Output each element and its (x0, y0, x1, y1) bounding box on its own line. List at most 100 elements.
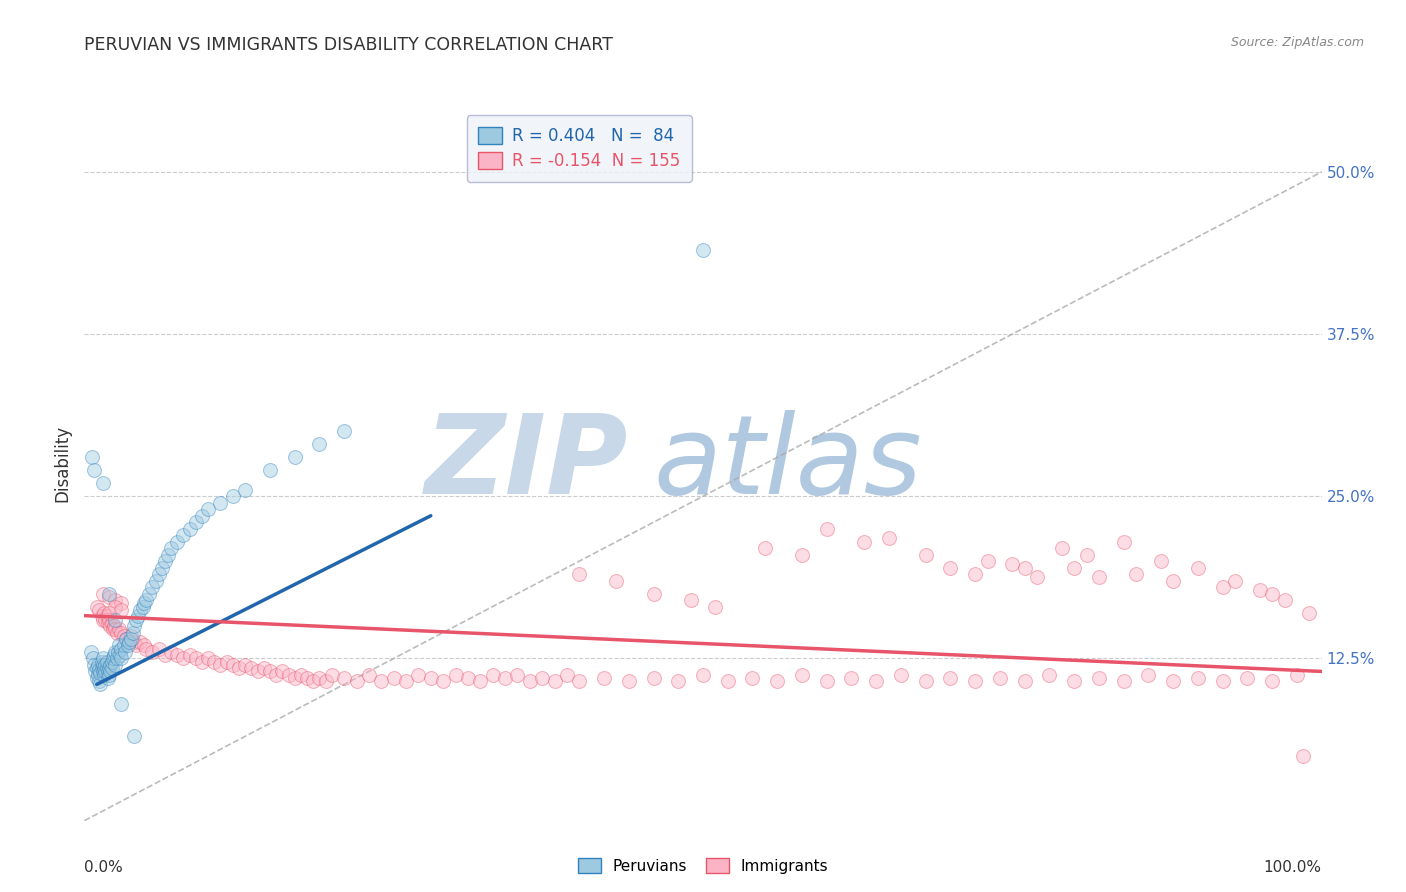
Point (704, 599, 727, 614)
Point (308, 671, 330, 685)
Point (153, 648, 176, 662)
Point (110, 625, 132, 640)
Point (202, 656, 225, 670)
Point (1088, 570, 1111, 584)
Point (531, 671, 554, 685)
Point (754, 541, 776, 556)
Point (679, 593, 702, 607)
Point (1063, 673, 1085, 688)
Point (125, 639, 148, 653)
Point (308, 437, 330, 451)
Point (148, 567, 170, 582)
Point (1001, 557, 1024, 571)
Point (110, 651, 132, 665)
Point (717, 673, 740, 688)
Point (121, 625, 143, 640)
Point (172, 528, 194, 542)
Text: atlas: atlas (654, 410, 922, 517)
Point (259, 463, 281, 477)
Point (118, 634, 141, 648)
Point (1285, 668, 1308, 682)
Point (939, 560, 962, 574)
Point (83, 657, 105, 672)
Point (91, 613, 114, 627)
Point (115, 632, 138, 646)
Point (103, 648, 125, 662)
Point (127, 608, 149, 623)
Point (89, 673, 111, 688)
Point (494, 671, 516, 685)
Point (568, 567, 591, 582)
Point (94, 613, 117, 627)
Point (120, 629, 142, 643)
Point (98, 619, 121, 633)
Text: 0.0%: 0.0% (84, 860, 124, 875)
Point (1223, 574, 1246, 588)
Text: 100.0%: 100.0% (1264, 860, 1322, 875)
Point (97, 616, 120, 631)
Point (222, 489, 245, 503)
Point (91, 476, 114, 491)
Point (93, 668, 115, 682)
Point (184, 651, 207, 665)
Point (1038, 668, 1060, 682)
Point (333, 671, 356, 685)
Point (118, 634, 141, 648)
Point (271, 665, 294, 679)
Point (110, 642, 132, 657)
Point (253, 660, 276, 674)
Point (82, 651, 104, 665)
Point (97, 671, 120, 685)
Point (865, 673, 887, 688)
Point (1050, 541, 1073, 556)
Point (290, 668, 312, 682)
Point (1125, 567, 1147, 582)
Point (1187, 560, 1209, 574)
Point (1261, 586, 1284, 600)
Point (122, 619, 145, 633)
Point (1137, 668, 1160, 682)
Point (605, 574, 627, 588)
Point (259, 665, 281, 679)
Point (135, 642, 157, 657)
Point (457, 671, 479, 685)
Point (160, 541, 183, 556)
Point (519, 673, 541, 688)
Point (233, 657, 256, 672)
Point (153, 554, 176, 568)
Point (1161, 673, 1184, 688)
Point (91, 651, 114, 665)
Point (179, 648, 201, 662)
Point (643, 586, 665, 600)
Point (302, 673, 325, 688)
Point (222, 657, 245, 672)
Point (91, 665, 114, 679)
Point (86, 599, 108, 614)
Point (104, 613, 127, 627)
Point (543, 673, 565, 688)
Point (841, 671, 863, 685)
Point (209, 496, 232, 510)
Point (191, 508, 214, 523)
Point (209, 657, 232, 672)
Point (98, 606, 121, 620)
Point (150, 560, 173, 574)
Point (89, 665, 111, 680)
Point (1014, 560, 1036, 574)
Point (1150, 554, 1173, 568)
Point (94, 665, 117, 679)
Point (370, 673, 392, 688)
Point (790, 668, 813, 682)
Point (100, 656, 122, 670)
Point (105, 625, 128, 640)
Point (122, 729, 145, 743)
Point (101, 622, 124, 636)
Point (444, 668, 467, 682)
Point (877, 531, 900, 545)
Point (94, 657, 117, 672)
Point (939, 671, 962, 685)
Point (1014, 673, 1036, 688)
Text: Source: ZipAtlas.com: Source: ZipAtlas.com (1230, 36, 1364, 49)
Point (191, 656, 214, 670)
Point (240, 660, 263, 674)
